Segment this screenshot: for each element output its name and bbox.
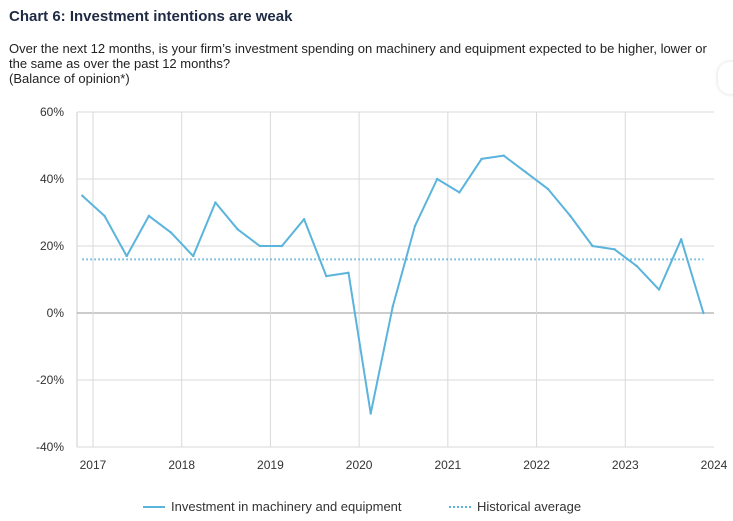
investment-data-point [524,171,528,174]
investment-data-point [458,191,461,194]
investment-data-point [192,254,195,258]
x-tick-label: 2024 [701,458,728,472]
chart-legend: Investment in machinery and equipment Hi… [0,499,733,519]
chart-question: Over the next 12 months, is your firm’s … [9,41,707,71]
investment-data-point [569,214,572,218]
legend-swatch-dotted [449,505,471,508]
investment-data-point [325,274,328,278]
investment-data-point [103,214,106,218]
legend-label-historical: Historical average [477,499,582,514]
investment-data-point [391,305,395,308]
investment-data-point [413,224,417,228]
investment-data-point [125,254,128,258]
investment-data-point [280,244,284,248]
investment-data-point [214,201,217,204]
investment-data-point [258,244,261,248]
y-tick-label: 20% [40,239,64,253]
legend-item-historical[interactable]: Historical average [449,499,581,514]
investment-data-point [502,154,505,157]
x-tick-label: 2019 [257,458,284,472]
investment-series-line [81,154,705,415]
investment-data-point [302,218,306,221]
investment-data-point [546,187,550,191]
x-tick-label: 2020 [346,458,373,472]
investment-data-point [369,412,372,415]
legend-item-investment[interactable]: Investment in machinery and equipment [143,499,402,514]
y-tick-label: 40% [40,172,64,186]
y-tick-label: -40% [36,440,64,454]
investment-data-point [347,271,350,274]
legend-label-investment: Investment in machinery and equipment [171,499,402,514]
x-tick-label: 2021 [434,458,461,472]
x-tick-label: 2023 [612,458,639,472]
side-panel-tab[interactable] [718,62,733,94]
y-tick-label: 60% [40,105,64,119]
investment-data-point [236,228,239,231]
legend-swatch-solid [143,505,165,508]
investment-data-point [679,238,683,241]
chart-title: Chart 6: Investment intentions are weak [9,8,293,25]
investment-data-point [657,288,661,291]
investment-data-point [169,231,173,234]
investment-data-point [147,214,151,218]
investment-data-point [480,157,483,161]
x-tick-label: 2017 [80,458,107,472]
investment-data-point [702,311,705,315]
x-tick-label: 2018 [168,458,195,472]
investment-data-point [435,177,439,181]
y-tick-label: -20% [36,373,64,387]
line-chart: 60% 40% 20% 0% -20% -40% 2017 2018 2019 2020 2021 2… [36,105,728,472]
investment-data-point [635,264,639,268]
x-tick-label: 2022 [523,458,550,472]
investment-data-point [81,194,84,197]
y-tick-label: 0% [47,306,65,320]
investment-data-point [591,244,594,248]
chart-subtitle: Over the next 12 months, is your firm’s … [9,41,725,86]
chart-unit-note: (Balance of opinion*) [9,71,130,86]
investment-data-point [613,248,616,251]
